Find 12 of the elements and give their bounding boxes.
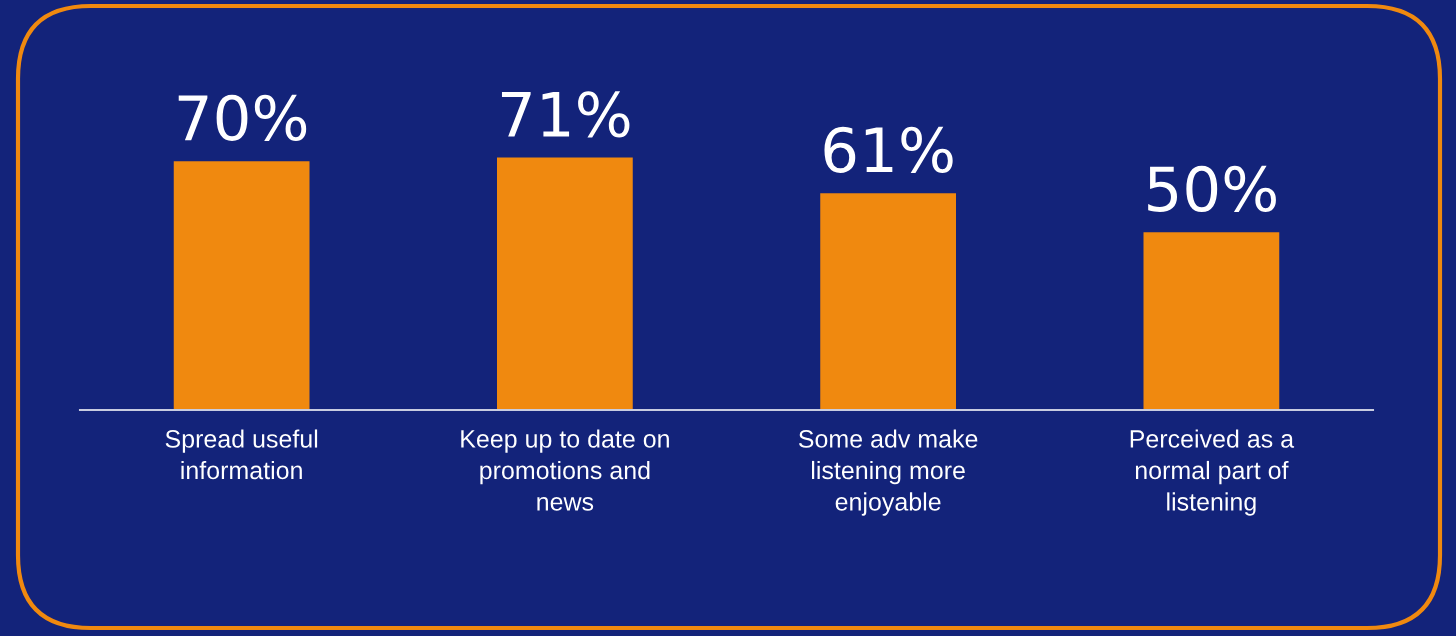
data-label: 50%: [1148, 165, 1276, 213]
x-tick-label: Spread useful information: [165, 429, 318, 480]
data-label: 70%: [178, 94, 307, 141]
x-tick-label: Perceived as a normal part of listening: [1130, 429, 1295, 516]
bar: [496, 157, 633, 410]
data-label: 71%: [501, 91, 630, 138]
bar: [820, 193, 957, 410]
bar: [173, 161, 310, 410]
data-label: 61%: [824, 126, 953, 173]
x-tick-label: Some adv make listening more enjoyable: [798, 429, 978, 516]
bar: [1143, 232, 1280, 410]
x-tick-label: Keep up to date on promotions and news: [461, 429, 669, 511]
